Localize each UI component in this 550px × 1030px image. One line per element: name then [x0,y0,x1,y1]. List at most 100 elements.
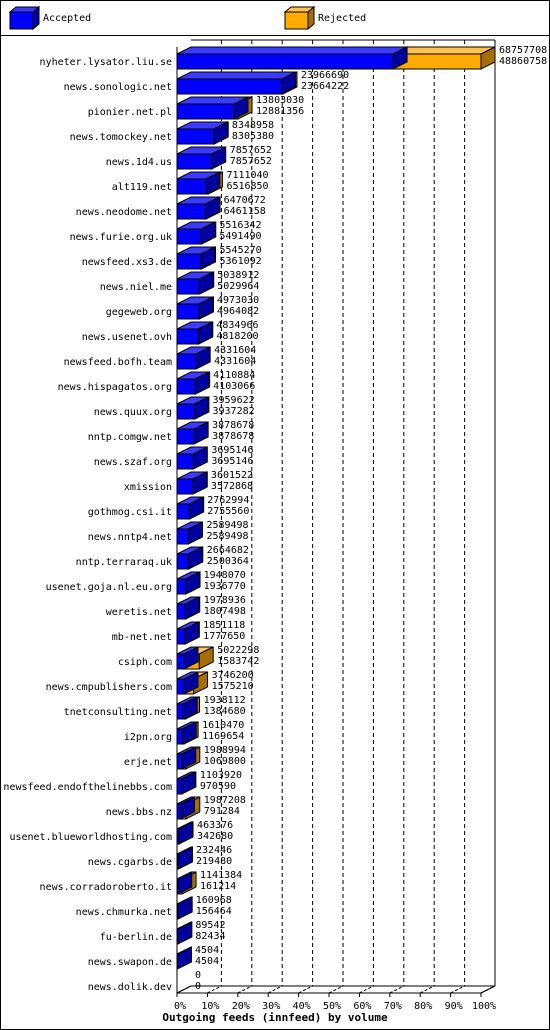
bar-accepted-front [176,653,185,670]
bar-accepted-front [176,128,215,145]
bar-row [176,946,192,970]
bar-row [176,296,214,320]
bar-row [176,546,204,570]
x-tick-label: 60% [353,1001,371,1012]
bar-row [176,346,211,370]
value-label-accepted: 4331604 [214,356,256,367]
value-label-accepted: 4504 [195,956,219,967]
category-label: nntp.comgw.net [88,432,172,443]
value-label-accepted: 2589498 [206,531,248,542]
bar-accepted-side [177,946,192,970]
value-label-offered: 2664682 [207,545,249,556]
value-label-offered: 2589498 [206,520,248,531]
category-label: gegeweb.org [106,307,172,318]
x-tick-label: 10% [201,1001,219,1012]
bar-row [176,771,197,795]
bar-row [176,121,229,145]
floor-gridline [176,985,192,994]
value-label-offered: 5038912 [217,270,259,281]
bar-accepted-front [176,328,199,345]
category-label: news.dolik.dev [88,982,172,993]
value-label-offered: 4110884 [213,370,255,381]
bar-accepted-front [176,428,195,445]
category-label: news.quux.org [94,407,172,418]
category-label: news.hispagatos.org [58,382,172,393]
bar-row [176,896,193,920]
bar-accepted-front [176,228,202,245]
bar-accepted [176,896,193,920]
bar-row [176,871,197,895]
value-label-accepted: 219480 [196,856,232,867]
bar-row [176,421,209,445]
bar-row [176,671,209,695]
value-label-accepted: 6516850 [226,181,268,192]
bar-accepted [176,196,221,220]
category-label: news.nntp4.net [88,532,172,543]
value-label-offered: 1610470 [202,720,244,731]
bar-accepted [176,146,227,170]
bar-accepted [176,821,194,845]
bar-accepted-front [176,353,197,370]
value-label-offered: 5545270 [220,245,262,256]
bar-accepted-front [176,803,181,820]
value-label-offered: 7857652 [230,145,272,156]
floor-gridline [450,985,465,994]
x-tick-label: 0% [174,1001,186,1012]
bar-accepted [176,696,198,720]
bar-accepted-front [176,278,200,295]
category-label: xmission [124,482,172,493]
bar-accepted-front [176,478,194,495]
value-label-offered: 4504 [195,945,219,956]
value-label-accepted: 970590 [200,781,236,792]
bar-accepted-front [176,853,179,870]
value-label-offered: 1988994 [204,745,246,756]
x-tick-label: 90% [445,1001,463,1012]
x-tick-label: 40% [293,1001,311,1012]
value-label-accepted: 1575210 [212,681,254,692]
bar-accepted [176,796,195,820]
category-label: newsfeed.xs3.de [82,257,172,268]
bar-row [176,71,298,95]
category-label: pionier.net.pl [88,107,172,118]
bar-accepted [176,271,214,295]
bar-accepted-top [176,71,296,80]
value-label-offered: 7111040 [226,170,268,181]
bar-accepted-front [176,78,283,95]
category-label: news.neodome.net [76,207,172,218]
value-label-offered: 1851118 [203,620,245,631]
bar-accepted [176,346,211,370]
x-axis-label: Outgoing feeds (innfeed) by volume [162,1011,388,1024]
value-label-accepted: 3878678 [212,431,254,442]
bar-accepted-front [176,103,235,120]
value-label-offered: 0 [195,970,201,981]
category-label: news.1d4.us [106,157,172,168]
bar-row [176,746,201,770]
bar-row [176,146,227,170]
value-label-accepted: 5491490 [219,231,261,242]
bar-accepted-front [176,753,183,770]
floor-gridline [419,985,435,994]
value-label-accepted: 156464 [196,906,232,917]
bar-accepted [176,71,297,95]
value-label-accepted: 1169654 [202,731,244,742]
bar-accepted [176,846,193,870]
value-label-offered: 232446 [196,845,232,856]
value-label-offered: 13803030 [256,95,304,106]
bar-accepted [176,746,197,770]
bar-accepted [176,296,214,320]
value-label-offered: 463376 [197,820,233,831]
bar-row [176,46,496,70]
value-label-accepted: 2755560 [207,506,249,517]
bar-row [176,621,200,645]
bar-accepted-front [176,253,202,270]
category-label: news.bbs.nz [106,807,172,818]
bar-row [176,821,194,845]
value-label-offered: 1978936 [204,595,246,606]
category-label: news.cmpublishers.com [46,682,172,693]
category-label: news.furie.org.uk [70,232,172,243]
category-label: news.chmurka.net [76,907,172,918]
bar-accepted-front [176,628,186,645]
value-label-accepted: 4103066 [213,381,255,392]
value-label-offered: 8348958 [232,120,274,131]
